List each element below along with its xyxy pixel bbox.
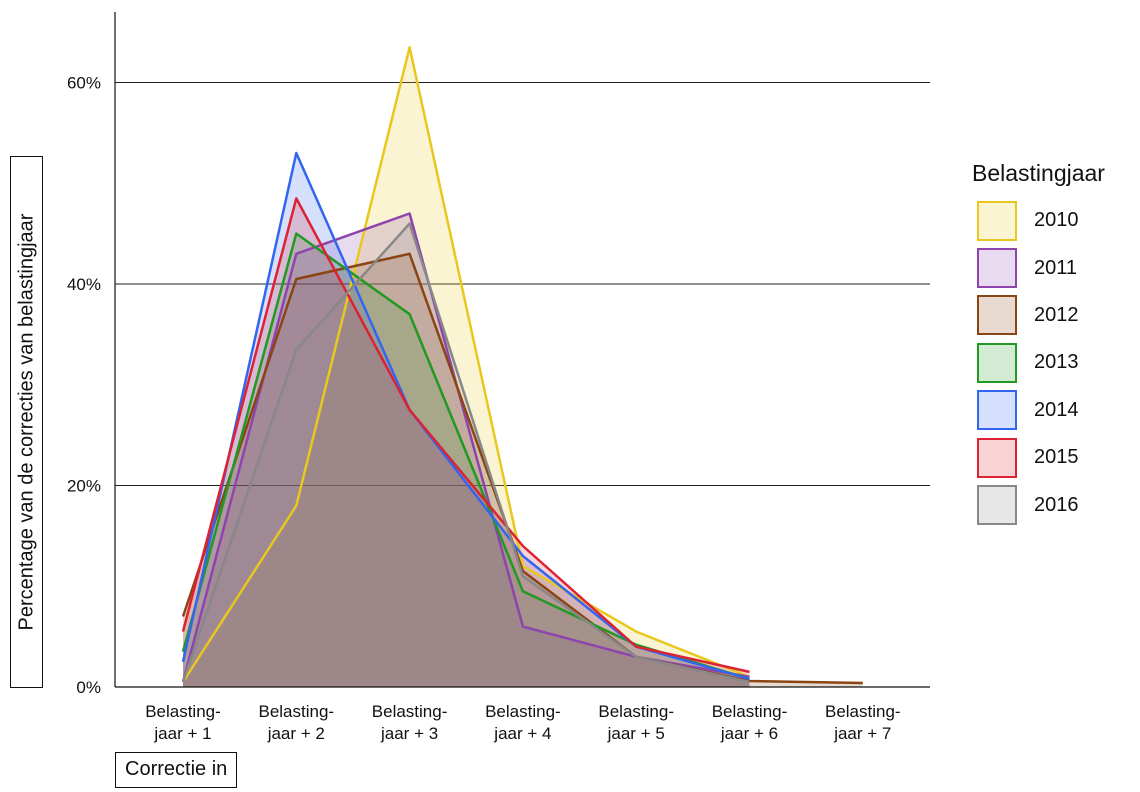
x-tick-label: jaar + 1 <box>153 724 211 743</box>
series-area-2015 <box>183 198 750 687</box>
legend-label: 2012 <box>1034 303 1079 326</box>
series-area-2012 <box>183 253 863 688</box>
legend-label: 2011 <box>1034 256 1078 279</box>
legend-label: 2010 <box>1034 209 1079 232</box>
series-lines <box>181 46 863 685</box>
x-tick-label: jaar + 3 <box>380 724 438 743</box>
legend-swatch <box>977 437 1017 478</box>
axes <box>114 12 930 688</box>
x-axis-title: Correctie in <box>115 752 238 788</box>
legend-item-2013: 2013 <box>972 339 1105 386</box>
x-tick-label: jaar + 6 <box>720 724 778 743</box>
legend-item-2014: 2014 <box>972 387 1105 434</box>
legend-item-2012: 2012 <box>972 292 1105 339</box>
legend-swatch <box>977 200 1017 241</box>
x-tick-label: jaar + 5 <box>607 724 665 743</box>
x-tick-label: Belasting- <box>598 702 674 721</box>
legend-swatch <box>977 342 1017 383</box>
legend-label: 2013 <box>1034 351 1079 374</box>
x-tick-label: Belasting- <box>372 702 448 721</box>
legend-items: 2010 2011 2012 2013 2014 2015 2016 <box>972 197 1105 529</box>
y-tick-label: 60% <box>67 74 101 93</box>
series-area-2010 <box>183 47 750 688</box>
legend-swatch <box>977 248 1017 289</box>
legend-item-2015: 2015 <box>972 434 1105 481</box>
legend-item-2016: 2016 <box>972 481 1105 528</box>
legend-swatch <box>977 485 1017 526</box>
y-axis-title-box <box>10 156 43 688</box>
x-tick-label: jaar + 7 <box>833 724 891 743</box>
legend-title: Belastingjaar <box>972 160 1105 186</box>
legend-label: 2015 <box>1034 446 1079 469</box>
x-tick-label: Belasting- <box>712 702 788 721</box>
legend-label: 2016 <box>1034 493 1079 516</box>
legend-swatch <box>977 390 1017 431</box>
x-tick-label: Belasting- <box>825 702 901 721</box>
y-axis-title: Percentage van de correcties van belasti… <box>15 213 38 631</box>
x-tick-label: jaar + 4 <box>493 724 551 743</box>
legend-item-2011: 2011 <box>972 244 1105 291</box>
x-tick-label: Belasting- <box>258 702 334 721</box>
series-area-2014 <box>183 153 750 687</box>
y-tick-label: 0% <box>76 678 101 697</box>
x-tick-label: Belasting- <box>145 702 221 721</box>
y-tick-label: 20% <box>67 477 101 496</box>
y-tick-label: 40% <box>67 275 101 294</box>
x-tick-label: jaar + 2 <box>267 724 325 743</box>
series-line-2016 <box>181 222 750 684</box>
tick-labels: 0% 20% 40% 60% Belasting-jaar + 1 Belasting-j… <box>67 74 901 743</box>
series-line-2010 <box>181 46 750 683</box>
legend-label: 2014 <box>1034 398 1079 421</box>
legend-swatch <box>977 295 1017 336</box>
x-tick-label: Belasting- <box>485 702 561 721</box>
series-area-2013 <box>183 233 750 687</box>
legend-item-2010: 2010 <box>972 197 1105 244</box>
series-line-2015 <box>181 197 750 674</box>
legend: Belastingjaar 2010 2011 2012 2013 2014 2015 20… <box>972 160 1105 529</box>
